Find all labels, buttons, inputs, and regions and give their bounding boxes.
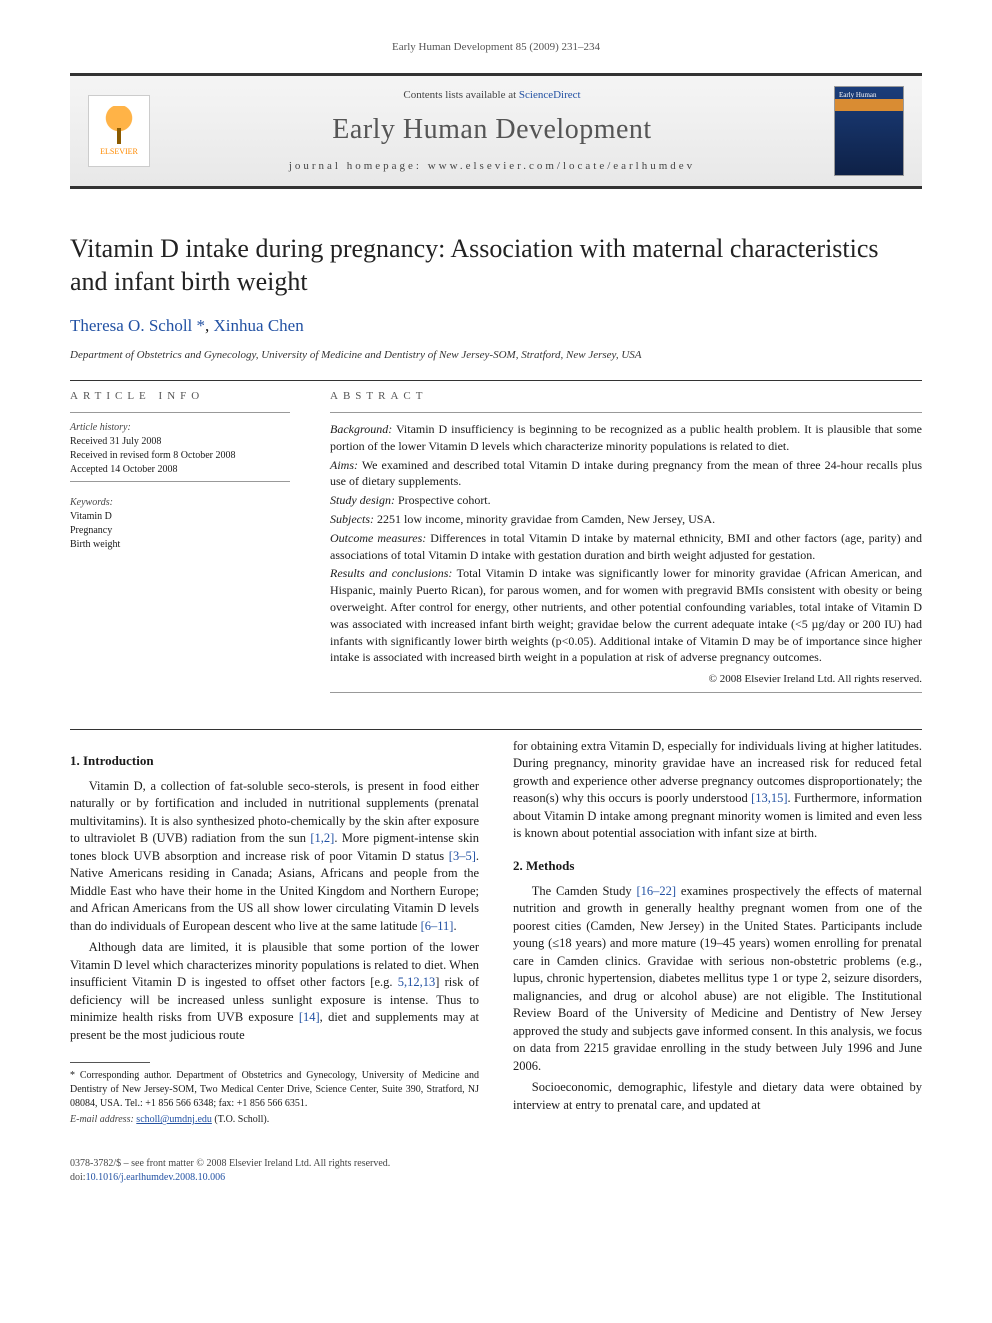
cite-13-15[interactable]: [13,15] — [751, 791, 787, 805]
design-text: Prospective cohort. — [398, 493, 491, 507]
aims-label: Aims: — [330, 458, 358, 472]
issn-line: 0378-3782/$ – see front matter © 2008 El… — [70, 1157, 922, 1171]
contents-prefix: Contents lists available at — [403, 89, 518, 101]
keyword: Birth weight — [70, 538, 290, 552]
intro-p2: Although data are limited, it is plausib… — [70, 939, 479, 1044]
info-divider-2 — [70, 481, 290, 482]
abstract-end-divider — [330, 692, 922, 693]
methods-p2: Socioeconomic, demographic, lifestyle an… — [513, 1079, 922, 1114]
journal-homepage: journal homepage: www.elsevier.com/locat… — [168, 159, 816, 174]
info-divider — [70, 412, 290, 413]
history-label: Article history: — [70, 421, 290, 435]
abstract-label: ABSTRACT — [330, 389, 922, 404]
body-columns: 1. Introduction Vitamin D, a collection … — [70, 738, 922, 1130]
sciencedirect-link[interactable]: ScienceDirect — [519, 89, 581, 101]
subjects-label: Subjects: — [330, 512, 374, 526]
email-link[interactable]: scholl@umdnj.edu — [136, 1114, 212, 1125]
history-accepted: Accepted 14 October 2008 — [70, 463, 290, 477]
publisher-name: ELSEVIER — [100, 146, 138, 157]
article-title: Vitamin D intake during pregnancy: Assoc… — [70, 233, 922, 298]
author-2[interactable]: Xinhua Chen — [214, 316, 304, 335]
subjects-text: 2251 low income, minority gravidae from … — [377, 512, 715, 526]
abstract: ABSTRACT Background: Vitamin D insuffici… — [330, 389, 922, 701]
abstract-copyright: © 2008 Elsevier Ireland Ltd. All rights … — [330, 672, 922, 687]
methods-p1: The Camden Study [16–22] examines prospe… — [513, 883, 922, 1076]
intro-heading: 1. Introduction — [70, 752, 479, 770]
footnote-sep — [70, 1062, 150, 1063]
publisher-logo: ELSEVIER — [88, 95, 150, 167]
corr-footnote: * Corresponding author. Department of Ob… — [70, 1069, 479, 1111]
intro-p1: Vitamin D, a collection of fat-soluble s… — [70, 778, 479, 936]
email-footnote: E-mail address: scholl@umdnj.edu (T.O. S… — [70, 1113, 479, 1127]
abstract-design: Study design: Prospective cohort. — [330, 492, 922, 509]
cite-16-22[interactable]: [16–22] — [636, 884, 676, 898]
footnotes: * Corresponding author. Department of Ob… — [70, 1069, 479, 1127]
abstract-outcomes: Outcome measures: Differences in total V… — [330, 530, 922, 564]
homepage-url: www.elsevier.com/locate/earlhumdev — [428, 160, 695, 172]
cover-band — [835, 99, 903, 111]
journal-header: ELSEVIER Contents lists available at Sci… — [70, 73, 922, 189]
doi-link[interactable]: 10.1016/j.earlhumdev.2008.10.006 — [86, 1172, 226, 1183]
abstract-divider — [330, 412, 922, 413]
outcomes-label: Outcome measures: — [330, 531, 426, 545]
cite-3-5[interactable]: [3–5] — [449, 849, 476, 863]
abstract-results: Results and conclusions: Total Vitamin D… — [330, 565, 922, 666]
affiliation: Department of Obstetrics and Gynecology,… — [70, 348, 922, 363]
abstract-aims: Aims: We examined and described total Vi… — [330, 457, 922, 491]
results-label: Results and conclusions: — [330, 566, 452, 580]
email-who: (T.O. Scholl). — [212, 1114, 269, 1125]
journal-name: Early Human Development — [168, 110, 816, 149]
cite-5-12-13[interactable]: 5,12,13 — [398, 975, 436, 989]
keyword: Pregnancy — [70, 524, 290, 538]
keyword: Vitamin D — [70, 510, 290, 524]
bg-label: Background: — [330, 422, 392, 436]
homepage-label: journal homepage: — [289, 160, 428, 172]
email-label: E-mail address: — [70, 1114, 136, 1125]
bottom-matter: 0378-3782/$ – see front matter © 2008 El… — [70, 1157, 922, 1185]
doi-line: doi:10.1016/j.earlhumdev.2008.10.006 — [70, 1171, 922, 1185]
cite-6-11[interactable]: [6–11] — [421, 919, 454, 933]
cite-14[interactable]: [14] — [299, 1010, 320, 1024]
journal-cover-thumb: Early Human Development — [834, 86, 904, 176]
abstract-subjects: Subjects: 2251 low income, minority grav… — [330, 511, 922, 528]
elsevier-tree-icon — [103, 106, 135, 146]
divider-mid — [70, 729, 922, 730]
doi-label: doi: — [70, 1172, 86, 1183]
cite-1-2[interactable]: [1,2] — [310, 831, 334, 845]
methods-heading: 2. Methods — [513, 857, 922, 875]
article-info-label: ARTICLE INFO — [70, 389, 290, 404]
history-revised: Received in revised form 8 October 2008 — [70, 449, 290, 463]
author-1[interactable]: Theresa O. Scholl — [70, 316, 192, 335]
contents-available: Contents lists available at ScienceDirec… — [168, 88, 816, 103]
intro-p3: for obtaining extra Vitamin D, especiall… — [513, 738, 922, 843]
results-text: Total Vitamin D intake was significantly… — [330, 566, 922, 664]
history-received: Received 31 July 2008 — [70, 435, 290, 449]
authors: Theresa O. Scholl *, Xinhua Chen — [70, 314, 922, 338]
abstract-background: Background: Vitamin D insufficiency is b… — [330, 421, 922, 455]
corr-marker[interactable]: * — [197, 316, 206, 335]
aims-text: We examined and described total Vitamin … — [330, 458, 922, 489]
divider-top — [70, 380, 922, 381]
bg-text: Vitamin D insufficiency is beginning to … — [330, 422, 922, 453]
header-center: Contents lists available at ScienceDirec… — [168, 88, 816, 174]
article-info: ARTICLE INFO Article history: Received 3… — [70, 389, 290, 701]
meta-row: ARTICLE INFO Article history: Received 3… — [70, 389, 922, 701]
design-label: Study design: — [330, 493, 395, 507]
running-head: Early Human Development 85 (2009) 231–23… — [70, 40, 922, 55]
keywords-label: Keywords: — [70, 496, 290, 510]
